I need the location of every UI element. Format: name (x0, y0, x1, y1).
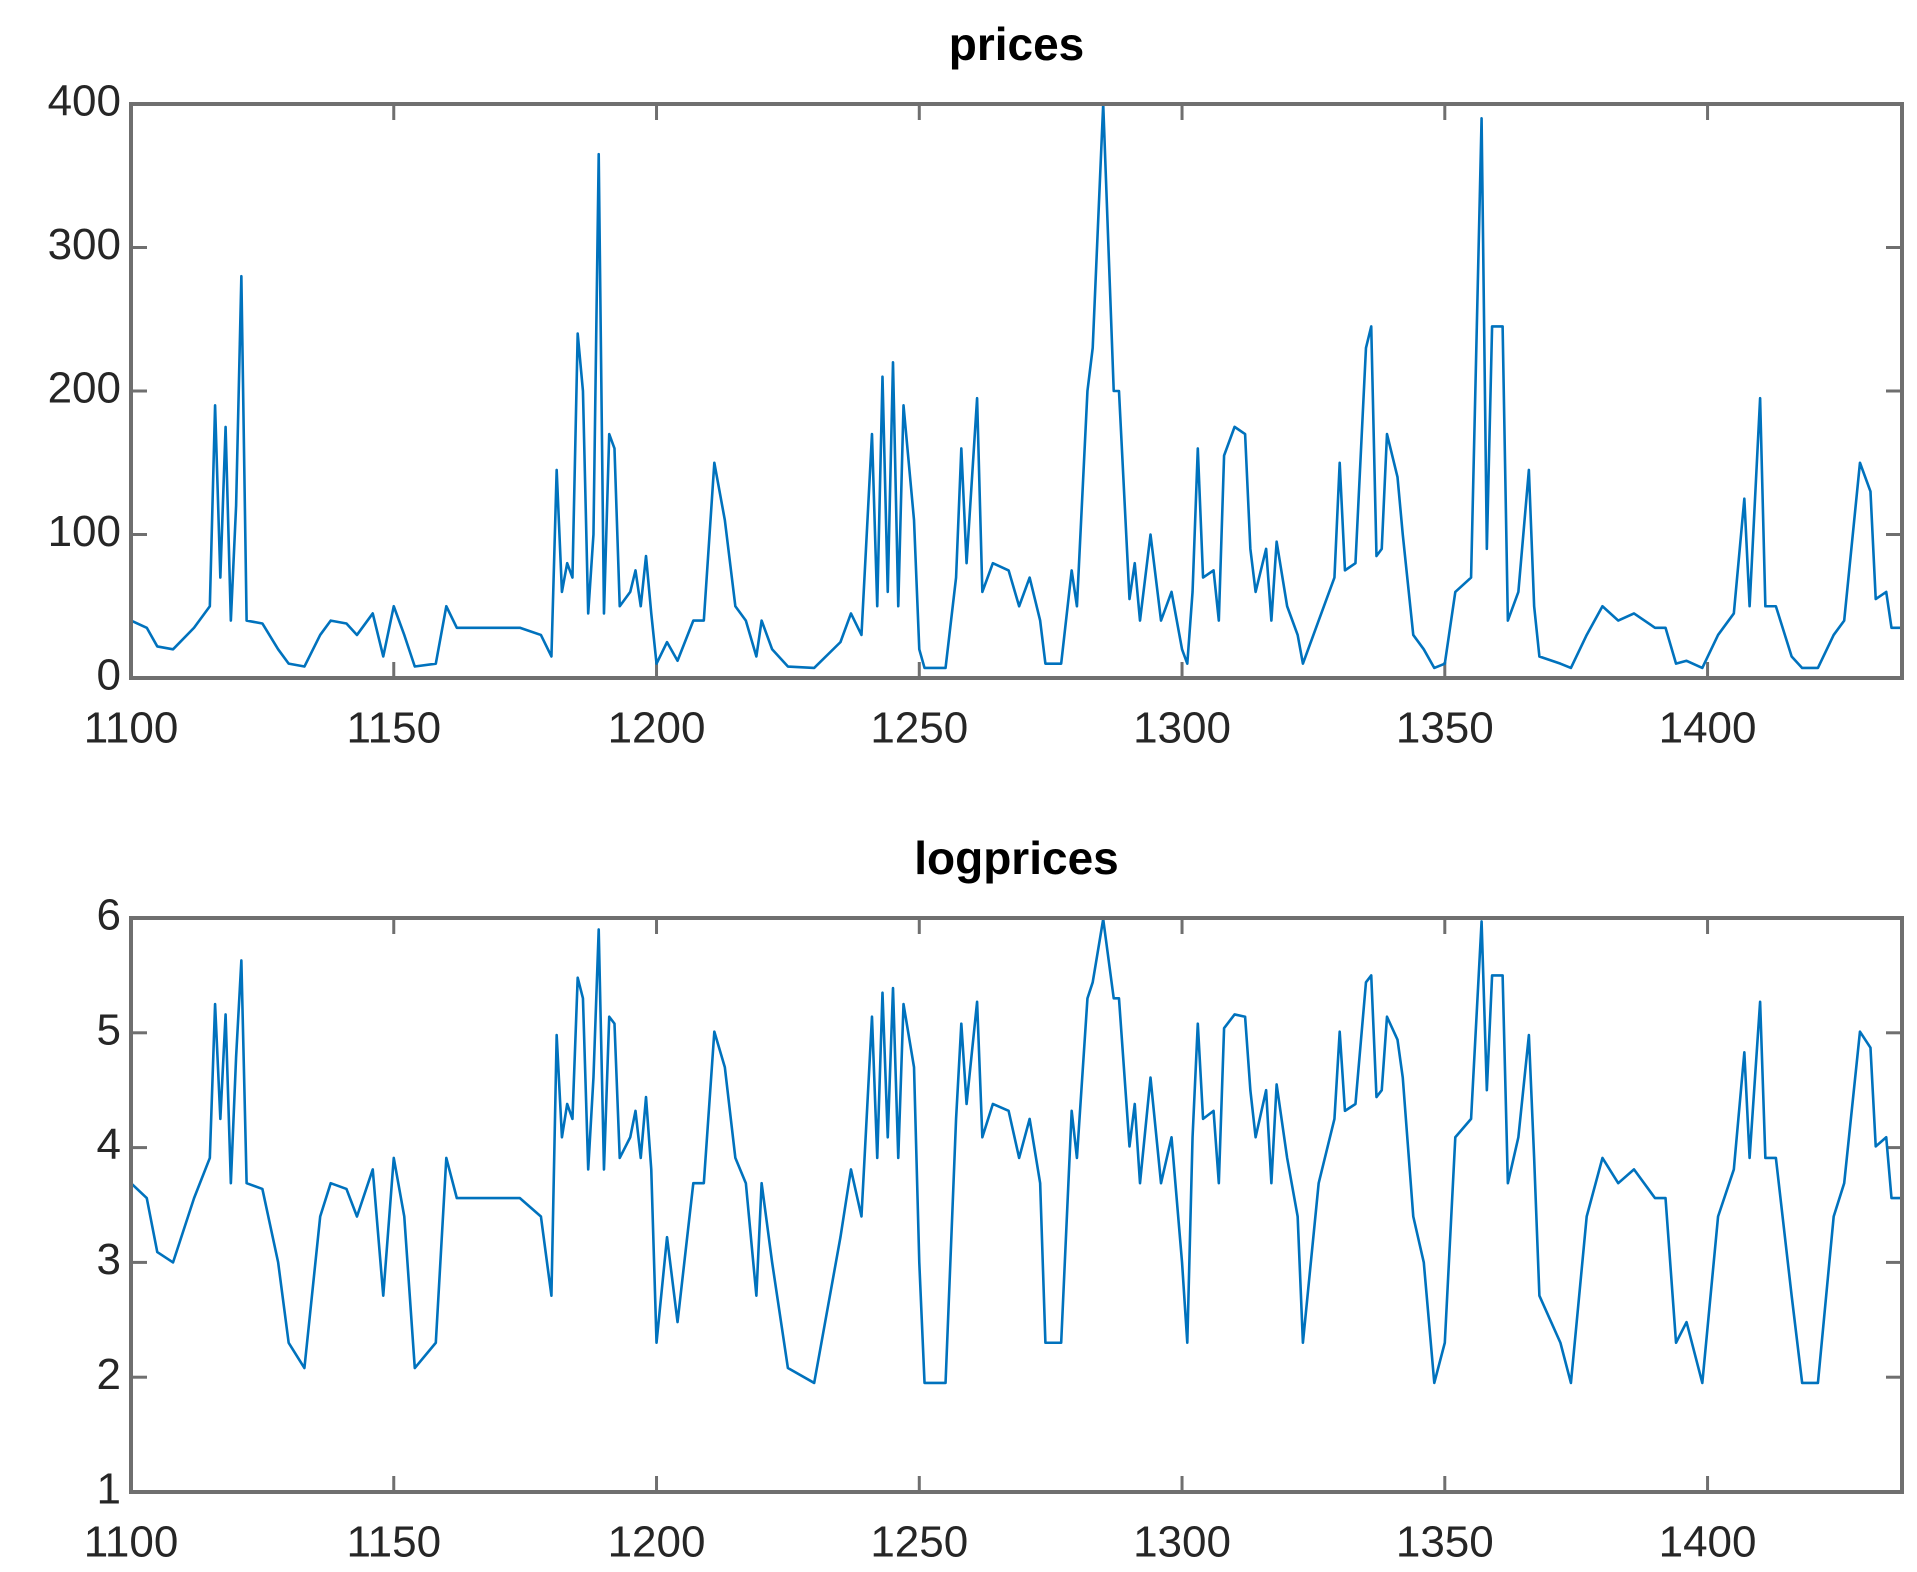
x-tick-label: 1350 (1396, 1518, 1494, 1567)
y-tick-label: 3 (97, 1235, 121, 1284)
chart-title: logprices (914, 832, 1119, 884)
y-tick-label: 100 (48, 507, 121, 556)
x-tick-label: 1200 (608, 1518, 706, 1567)
y-tick-label: 4 (97, 1120, 121, 1169)
chart-title: prices (949, 18, 1085, 70)
y-tick-label: 2 (97, 1350, 121, 1399)
axes-box (129, 916, 1904, 1494)
y-tick-label: 400 (48, 77, 121, 126)
x-tick-label: 1250 (870, 1518, 968, 1567)
x-tick-label: 1400 (1659, 704, 1757, 753)
y-tick-label: 5 (97, 1005, 121, 1054)
y-tick-label: 0 (97, 651, 121, 700)
axes-box (129, 102, 1904, 680)
y-tick-label: 300 (48, 220, 121, 269)
y-tick-label: 6 (97, 891, 121, 940)
x-tick-label: 1100 (84, 704, 179, 753)
x-tick-label: 1300 (1133, 704, 1231, 753)
x-tick-label: 1300 (1133, 1518, 1231, 1567)
x-tick-label: 1250 (870, 704, 968, 753)
x-tick-label: 1200 (608, 704, 706, 753)
x-tick-label: 1150 (346, 704, 441, 753)
y-tick-label: 200 (48, 364, 121, 413)
y-tick-label: 1 (97, 1465, 121, 1514)
x-tick-label: 1150 (346, 1518, 441, 1567)
series-line (130, 917, 1902, 1385)
series-line (130, 102, 1902, 670)
x-tick-label: 1100 (84, 1518, 179, 1567)
x-tick-label: 1400 (1659, 1518, 1757, 1567)
x-tick-label: 1350 (1396, 704, 1494, 753)
